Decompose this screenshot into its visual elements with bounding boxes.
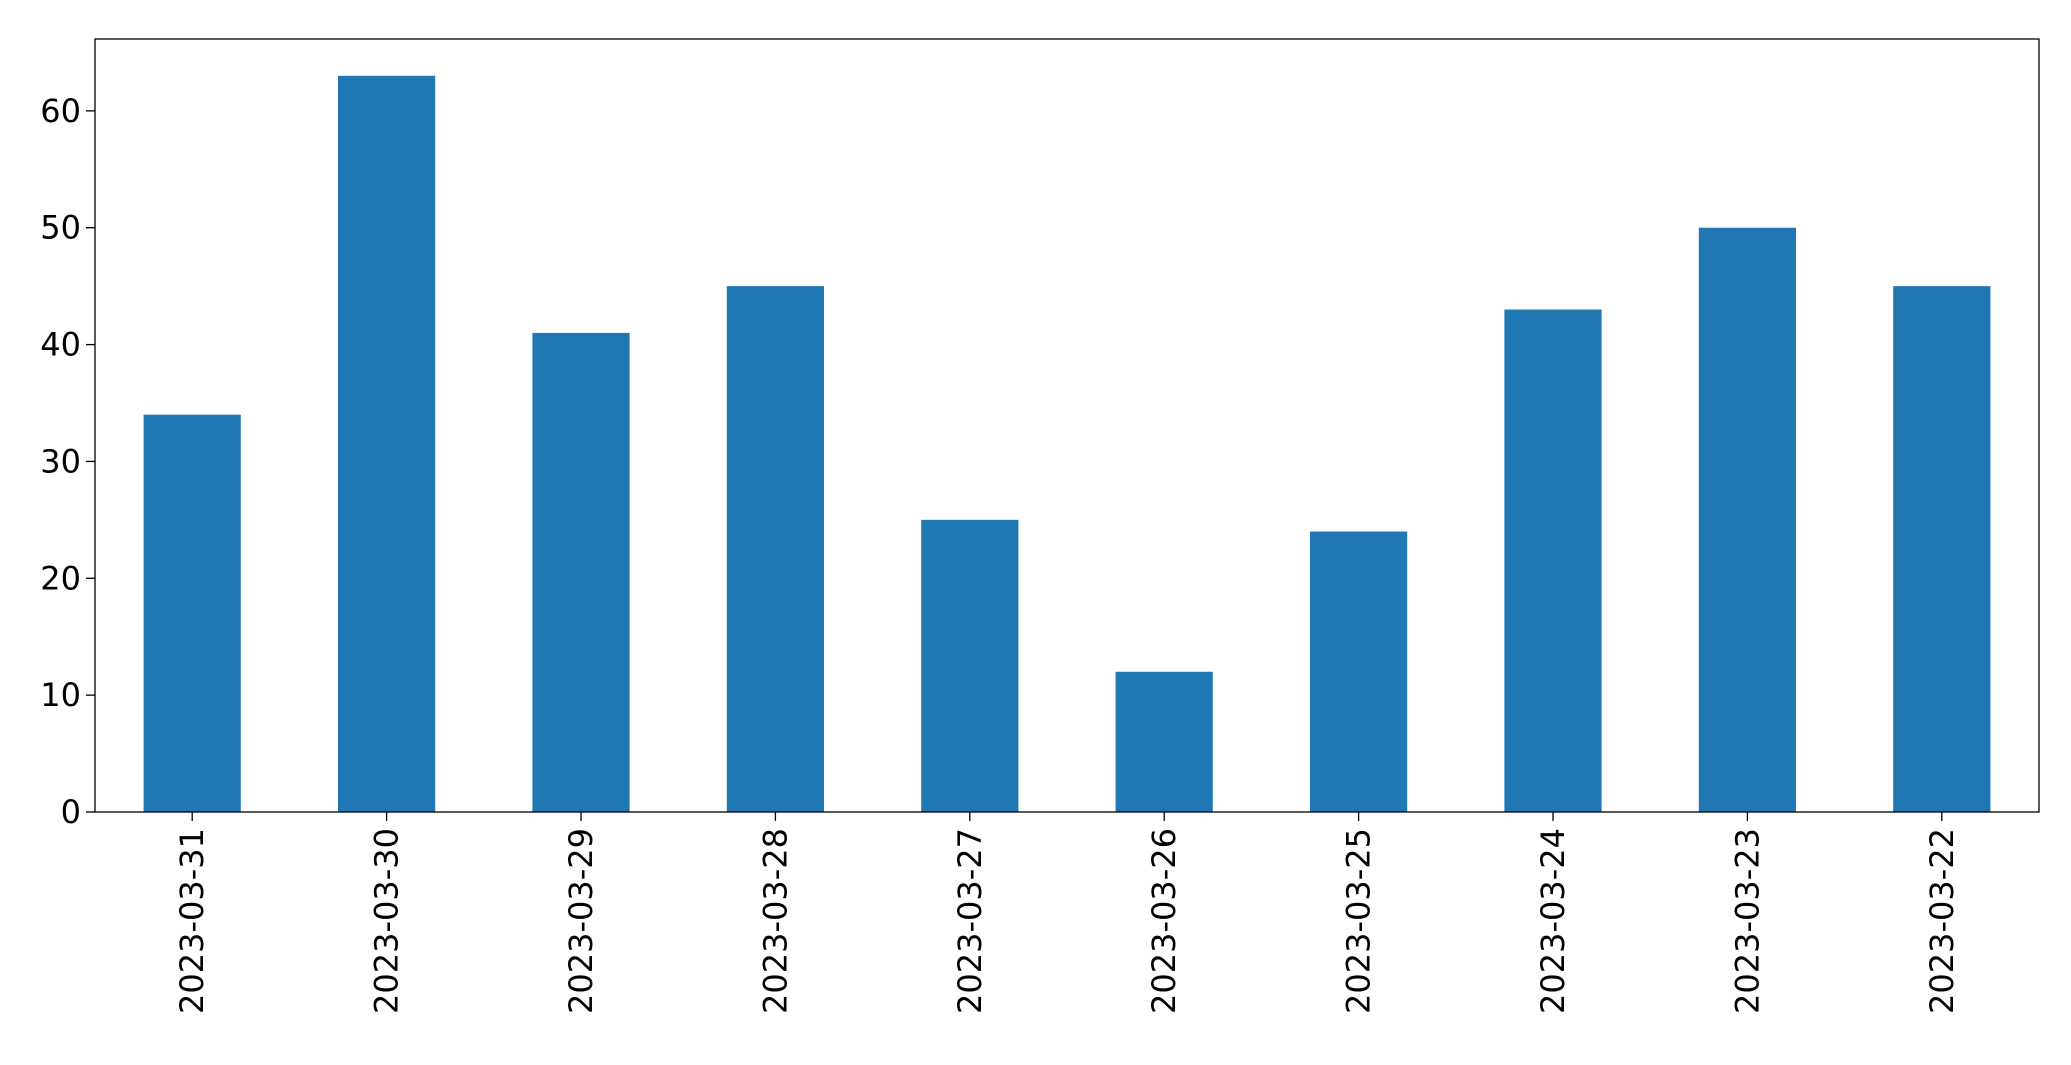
x-tick-label: 2023-03-23 <box>1728 828 1766 1014</box>
y-axis: 0 10 20 30 40 50 60 <box>40 92 95 831</box>
x-tick-label: 2023-03-25 <box>1340 828 1378 1014</box>
bars-group <box>143 75 1991 813</box>
bar-2023-03-29 <box>532 332 630 812</box>
bar-2023-03-28 <box>726 286 824 812</box>
bar-2023-03-25 <box>1310 531 1408 812</box>
bar-2023-03-22 <box>1893 286 1991 812</box>
bar-2023-03-27 <box>921 519 1019 812</box>
x-tick-label: 2023-03-22 <box>1923 828 1961 1014</box>
x-axis: 2023-03-31 2023-03-30 2023-03-29 2023-03-28… <box>173 812 1961 1014</box>
bar-2023-03-24 <box>1504 309 1602 812</box>
y-tick-label: 0 <box>61 793 81 831</box>
x-tick-label: 2023-03-26 <box>1145 828 1183 1014</box>
bar-2023-03-31 <box>143 414 241 812</box>
x-tick-label: 2023-03-27 <box>951 828 989 1014</box>
plot-frame <box>94 38 2040 813</box>
x-tick-label: 2023-03-29 <box>562 828 600 1014</box>
y-tick-label: 50 <box>40 209 81 247</box>
y-tick-label: 40 <box>40 326 81 364</box>
x-tick-label: 2023-03-24 <box>1534 828 1572 1014</box>
x-tick-label: 2023-03-30 <box>368 828 406 1014</box>
x-tick-label: 2023-03-31 <box>173 828 211 1014</box>
bar-2023-03-26 <box>1115 671 1213 812</box>
y-tick-label: 60 <box>40 92 81 130</box>
y-tick-label: 30 <box>40 442 81 480</box>
y-tick-label: 10 <box>40 676 81 714</box>
bar-2023-03-23 <box>1698 227 1796 813</box>
y-tick-label: 20 <box>40 559 81 597</box>
bar-2023-03-30 <box>338 75 436 812</box>
x-tick-label: 2023-03-28 <box>756 828 794 1014</box>
